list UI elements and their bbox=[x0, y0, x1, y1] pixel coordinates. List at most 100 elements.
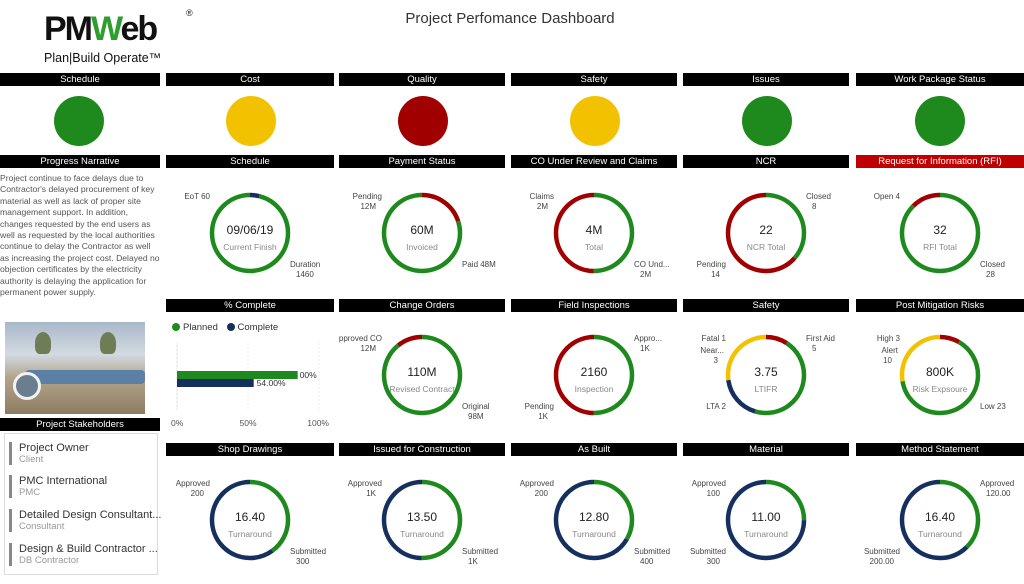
gauge-data-label: Open 4 bbox=[874, 192, 901, 201]
gauge-data-label: Claims bbox=[530, 192, 554, 201]
gauge-data-label: Submitted bbox=[290, 547, 326, 556]
stakeholder-name: Design & Build Contractor ... bbox=[19, 543, 158, 555]
page-title: Project Perfomance Dashboard bbox=[405, 10, 615, 27]
status-indicator-cost bbox=[226, 96, 276, 146]
gauge-data-label: 100 bbox=[707, 489, 721, 498]
gauge-data-label: 200 bbox=[535, 489, 549, 498]
bar-planned-label: 00% bbox=[300, 370, 317, 380]
site-photo[interactable] bbox=[5, 322, 145, 414]
panel-header-schedule: Schedule bbox=[166, 155, 334, 168]
gauge-segment[interactable] bbox=[899, 479, 981, 561]
gauge-sublabel: Risk Expsoure bbox=[913, 384, 968, 394]
gauge-data-label: Paid 48M bbox=[462, 260, 496, 269]
gauge-data-label: 1K bbox=[366, 489, 376, 498]
gauge-data-label: First Aid bbox=[806, 334, 835, 343]
progress-narrative-text: Project continue to face delays due to C… bbox=[0, 173, 160, 298]
gauge-segment[interactable] bbox=[725, 192, 807, 274]
gauge-data-label: Submitted bbox=[690, 547, 726, 556]
pmweb-logo[interactable]: PMWeb ® Plan|Build Operate™ bbox=[40, 8, 200, 68]
gauge-value: 60M bbox=[410, 223, 433, 237]
gauge-sublabel: Turnaround bbox=[228, 529, 272, 539]
gauge-segment[interactable] bbox=[899, 334, 981, 416]
gauge-segment[interactable] bbox=[725, 479, 807, 561]
status-indicator-issues bbox=[742, 96, 792, 146]
gauge-value: 16.40 bbox=[925, 510, 955, 524]
gauge-value: 11.00 bbox=[751, 510, 780, 524]
stakeholders-list[interactable]: Project Owner Client PMC International P… bbox=[4, 433, 161, 575]
panel-header-payment-status: Payment Status bbox=[339, 155, 505, 168]
stakeholder-item[interactable]: Detailed Design Consultant... Consultant bbox=[9, 509, 165, 532]
axis-tick-label: 100% bbox=[307, 418, 329, 428]
gauge-data-label: 14 bbox=[711, 270, 720, 279]
gauge-data-label: Approved bbox=[520, 479, 554, 488]
gauge-segment[interactable] bbox=[209, 479, 291, 561]
gauge-data-label: Closed bbox=[806, 192, 831, 201]
gauge-value: 12.80 bbox=[579, 510, 609, 524]
status-header-work-package: Work Package Status bbox=[856, 73, 1024, 86]
gauge-sublabel: RFI Total bbox=[923, 242, 957, 252]
panel-header-ncr: NCR bbox=[683, 155, 849, 168]
gauge-segment[interactable] bbox=[899, 192, 981, 274]
stakeholder-item[interactable]: Design & Build Contractor ... DB Contrac… bbox=[9, 543, 165, 566]
gauge-sublabel: NCR Total bbox=[747, 242, 786, 252]
panel-header-field-inspections: Field Inspections bbox=[511, 299, 677, 312]
gauge-data-label: 3 bbox=[714, 356, 719, 365]
gauge-segment[interactable] bbox=[553, 192, 635, 274]
gauge-segment[interactable] bbox=[209, 192, 291, 274]
gauge-value: 800K bbox=[926, 365, 954, 379]
photo-pipe-ring bbox=[13, 372, 41, 400]
bar-planned[interactable] bbox=[177, 371, 298, 379]
percent-complete-chart: 00% 54.00% 0% 50% 100% bbox=[171, 343, 329, 428]
gauge-data-label: 1K bbox=[468, 557, 478, 566]
status-header-cost: Cost bbox=[166, 73, 334, 86]
photo-tree bbox=[35, 332, 51, 354]
gauge-data-label: 120.00 bbox=[986, 489, 1011, 498]
percent-complete-legend: Planned Complete bbox=[172, 322, 278, 333]
gauge-segment[interactable] bbox=[381, 334, 463, 416]
bar-complete[interactable] bbox=[177, 379, 254, 387]
legend-planned-label: Planned bbox=[183, 322, 218, 333]
gauge-segment[interactable] bbox=[725, 334, 807, 416]
gauge-segment[interactable] bbox=[899, 334, 981, 416]
stakeholder-item[interactable]: Project Owner Client bbox=[9, 442, 165, 465]
gauge-segment[interactable] bbox=[381, 192, 463, 274]
gauge-data-label: 300 bbox=[296, 557, 310, 566]
gauge-data-label: Approved bbox=[692, 479, 726, 488]
panel-header-safety: Safety bbox=[683, 299, 849, 312]
stakeholder-item[interactable]: PMC International PMC bbox=[9, 475, 165, 498]
gauge-value: 4M bbox=[586, 223, 603, 237]
status-header-issues: Issues bbox=[683, 73, 849, 86]
gauge-data-label: CO Und... bbox=[634, 260, 670, 269]
stakeholder-name: PMC International bbox=[19, 475, 108, 487]
gauge-data-label: 400 bbox=[640, 557, 654, 566]
panel-header-method-statement: Method Statement bbox=[856, 443, 1024, 456]
gauge-value: 22 bbox=[759, 223, 773, 237]
gauge-data-label: Approved bbox=[348, 479, 382, 488]
gauge-segment[interactable] bbox=[725, 334, 807, 416]
gauge-segment[interactable] bbox=[553, 479, 635, 561]
panel-header-co-under-review-and-claims: CO Under Review and Claims bbox=[511, 155, 677, 168]
stakeholders-header: Project Stakeholders bbox=[0, 418, 160, 431]
gauge-data-label: 5 bbox=[812, 344, 817, 353]
gauge-data-label: 12M bbox=[360, 202, 376, 211]
panel-header-material: Material bbox=[683, 443, 849, 456]
gauge-segment[interactable] bbox=[553, 334, 635, 416]
gauge-segment[interactable] bbox=[381, 479, 463, 561]
gauge-sublabel: Current Finish bbox=[223, 242, 277, 252]
gauge-data-label: 1K bbox=[538, 412, 548, 421]
gauge-data-label: 28 bbox=[986, 270, 995, 279]
